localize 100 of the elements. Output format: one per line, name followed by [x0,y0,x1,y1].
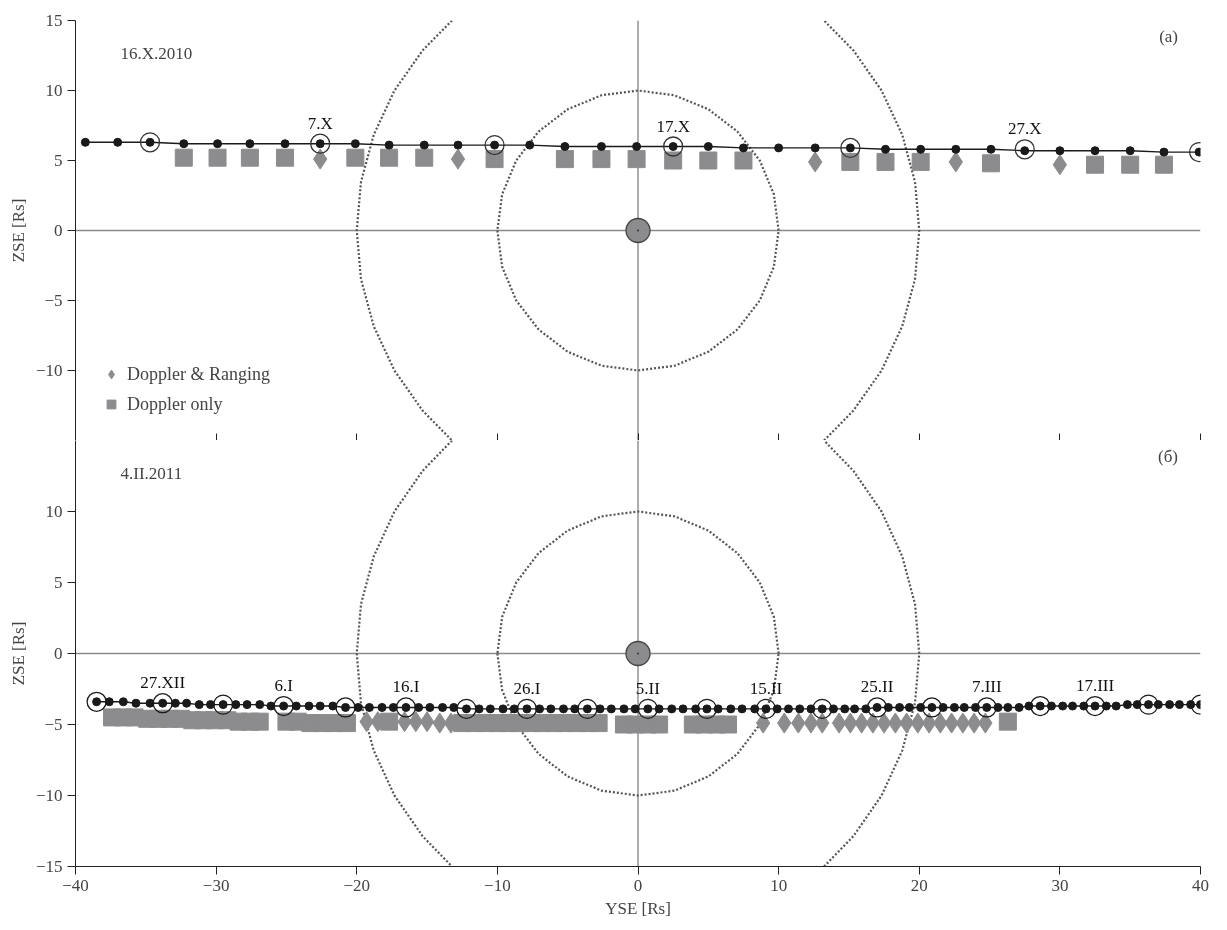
y-tick-label: −10 [35,786,63,805]
point [774,143,784,153]
point [240,148,259,167]
point [213,139,223,149]
point [380,148,399,167]
point [637,698,658,720]
x-tick-label: 40 [1192,875,1209,895]
point [485,150,504,169]
annotation: 27.XII [140,673,186,693]
x-tick-label: 20 [910,875,928,895]
y-tick-label: 0 [54,644,63,663]
point [1090,146,1100,156]
point [273,695,294,717]
point [1086,155,1105,174]
point [719,715,737,734]
y-tick-label: 10 [45,81,63,100]
annotation: 17.X [656,116,690,136]
point [589,714,608,733]
point [456,698,477,720]
y-tick-label: 15 [45,11,63,30]
point [80,137,90,147]
annotation: (a) [1159,26,1179,46]
point [1154,155,1173,174]
point [86,691,107,712]
point [955,712,971,734]
point [213,694,234,715]
y-axis-title: ZSE [Rs] [8,621,28,686]
point [632,142,642,151]
point [699,151,718,170]
point [384,140,394,150]
point [650,715,669,734]
annotation: 17.III [1075,676,1115,696]
point [921,712,937,734]
point [415,148,434,167]
point [865,712,881,734]
point [881,144,890,154]
point [627,150,646,169]
annotation: (б) [1158,447,1179,467]
point [876,152,895,171]
point [276,148,295,167]
point [596,142,606,151]
point [555,150,574,169]
point [560,142,570,151]
point [113,137,123,147]
point [734,151,753,170]
annotation: 26.I [513,678,541,698]
point [876,712,892,734]
point [245,139,255,149]
annotation: 27.X [1007,119,1042,139]
annotation: 15.II [749,678,783,698]
y-tick-label: 5 [54,573,63,592]
point [337,714,356,733]
point [450,148,466,170]
point [1121,155,1140,174]
point [663,136,684,157]
point [310,133,331,154]
point [966,712,982,734]
annotation: 7.X [307,113,333,133]
point [703,142,713,151]
point [453,140,463,150]
point [841,152,860,171]
point [803,712,819,734]
point [1055,146,1065,156]
legend-label: Doppler only [127,393,223,415]
point [592,150,611,169]
x-tick-label: −20 [343,875,371,895]
x-tick-label: 30 [1051,875,1069,895]
annotation: 16.I [392,677,420,697]
point [350,139,360,149]
y-tick-label: −5 [44,291,63,310]
point [1159,147,1169,157]
x-axis-title: YSE [Rs] [605,898,671,918]
annotation: 16.X.2010 [120,43,193,63]
point [986,144,996,154]
point [911,152,930,171]
annotation: 25.II [860,677,894,697]
point [810,143,820,153]
annotation: 5.II [635,678,661,698]
point [840,137,861,159]
point [484,134,505,156]
point [152,693,173,714]
point [525,140,535,150]
point [419,711,435,733]
point [280,139,290,149]
annotation: 6.I [274,676,294,696]
legend-label: Doppler & Ranging [127,363,270,385]
point [831,712,847,734]
point [1052,154,1068,176]
x-tick-label: −30 [202,875,230,895]
point [951,144,961,154]
annotation: 4.II.2011 [120,464,183,484]
point [910,712,926,734]
point [664,151,683,170]
point [395,697,417,718]
point [577,698,598,720]
point [516,698,538,720]
point [1125,146,1135,156]
x-tick-label: 0 [633,875,643,895]
point [916,144,926,154]
point [738,143,748,153]
